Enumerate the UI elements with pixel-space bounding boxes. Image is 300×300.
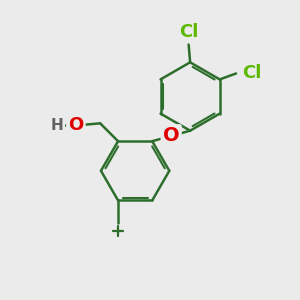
Text: O: O bbox=[163, 126, 179, 146]
Text: Cl: Cl bbox=[179, 23, 198, 41]
Text: Cl: Cl bbox=[243, 64, 262, 82]
Text: O: O bbox=[68, 116, 83, 134]
Text: H: H bbox=[50, 118, 63, 133]
